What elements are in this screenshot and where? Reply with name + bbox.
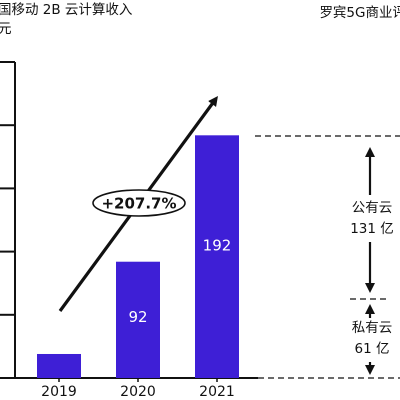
bar	[37, 353, 81, 378]
private-cloud-annotation: 私有云 61 亿	[340, 318, 400, 360]
growth-ellipse	[92, 189, 186, 217]
private-cloud-label: 私有云	[351, 320, 393, 336]
public-cloud-value: 131 亿	[350, 221, 394, 237]
data-label: 192	[203, 237, 232, 255]
x-tick-label: 2020	[120, 384, 156, 400]
bar	[116, 261, 160, 378]
public-cloud-label: 公有云	[351, 200, 393, 216]
growth-label: +207.7%	[101, 195, 176, 213]
chart-title: 国移动 2B 云计算收入 元	[0, 1, 132, 39]
source-watermark: 罗宾5G商业评	[319, 5, 400, 21]
chart-title-line1: 国移动 2B 云计算收入	[0, 2, 133, 18]
public-cloud-annotation: 公有云 131 亿	[340, 198, 400, 240]
x-tick-label: 2019	[41, 384, 77, 400]
bar	[195, 135, 239, 378]
chart-title-line2: 元	[0, 21, 12, 37]
private-cloud-value: 61 亿	[354, 341, 390, 357]
x-tick-label: 2021	[199, 384, 235, 400]
data-label: 92	[128, 308, 147, 326]
